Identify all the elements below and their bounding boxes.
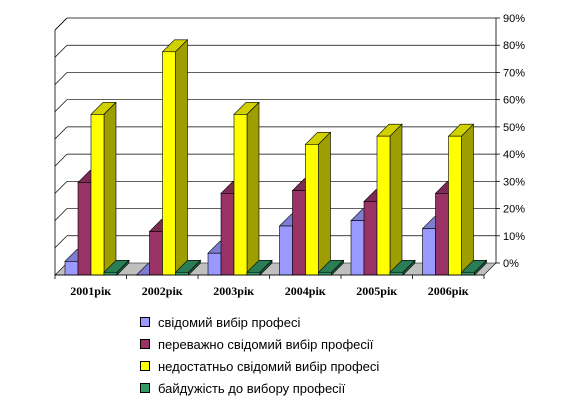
bar-front — [422, 228, 436, 276]
bar-front — [318, 271, 332, 276]
x-tick-label: 2006рік — [428, 284, 469, 298]
bar-3-2 — [246, 259, 273, 276]
bar-front — [233, 114, 248, 276]
bar-front — [292, 190, 306, 276]
x-tick-label: 2002рік — [142, 284, 183, 298]
bar-3-0 — [103, 259, 130, 276]
bar-front — [246, 271, 261, 276]
left-wall-top — [54, 17, 68, 31]
bar-front — [77, 182, 92, 276]
bar-front — [461, 271, 475, 276]
legend: свідомий вибір професі переважно свідоми… — [140, 311, 379, 399]
gridline-depth — [54, 181, 68, 194]
legend-label: свідомий вибір професі — [158, 314, 301, 330]
bar-2-1 — [161, 39, 189, 276]
legend-item: переважно свідомий вибір професії — [140, 333, 379, 355]
gridline-depth — [54, 44, 68, 58]
legend-item: байдужість до вибору професії — [140, 377, 379, 399]
gridlines — [54, 17, 496, 249]
bar-front — [207, 252, 222, 276]
bar-side — [389, 123, 403, 276]
y-tick-label: 80% — [503, 40, 525, 52]
legend-label: байдужість до вибору професії — [158, 380, 346, 396]
bar-side — [175, 39, 188, 276]
y-tick-label: 60% — [503, 95, 525, 107]
y-tick-label: 70% — [503, 67, 525, 79]
axes — [54, 17, 500, 279]
x-tick-label: 2001рік — [70, 284, 111, 298]
bar-2-3 — [304, 131, 332, 276]
bar-front — [220, 193, 235, 276]
bar-front — [389, 271, 404, 276]
bar-2-4 — [376, 123, 403, 276]
bar-front — [350, 220, 365, 276]
gridline-depth — [54, 126, 68, 140]
bar-side — [318, 131, 331, 276]
x-tick-label: 2005рік — [356, 284, 397, 298]
y-tick-label: 30% — [503, 176, 525, 188]
bar-front — [162, 51, 176, 276]
bar-3-5 — [460, 259, 488, 276]
legend-item: свідомий вибір професі — [140, 311, 379, 333]
y-tick-label: 10% — [503, 231, 525, 243]
bar-side — [246, 101, 260, 276]
bar-front — [279, 225, 293, 276]
bar-front — [376, 135, 391, 276]
bar-front — [175, 271, 189, 276]
x-tick-label: 2003рік — [213, 284, 254, 298]
x-tick-labels: 2001рік 2002рік 2003рік 2004рік 2005рік 2006р… — [70, 284, 469, 298]
legend-swatch — [140, 361, 150, 371]
legend-swatch — [140, 317, 150, 327]
bar-front — [90, 114, 105, 276]
bar-front — [435, 193, 449, 276]
legend-swatch — [140, 339, 150, 349]
y-tick-label: 40% — [503, 149, 525, 161]
bar-front — [448, 135, 462, 276]
legend-item: недостатньо свідомий вибір професі — [140, 355, 379, 377]
y-tick-label: 20% — [503, 204, 525, 216]
y-tick-label: 50% — [503, 122, 525, 134]
bar-2-5 — [447, 123, 475, 276]
gridline-depth — [54, 99, 68, 112]
gridline-depth — [54, 208, 68, 221]
bar-3-4 — [389, 259, 416, 276]
bar-2-0 — [90, 101, 117, 276]
bar-2-2 — [233, 101, 260, 276]
bar-front — [64, 261, 79, 276]
gridline-depth — [54, 235, 68, 249]
back-wall — [67, 18, 496, 263]
x-tick-label: 2004рік — [285, 284, 326, 298]
bar-front — [103, 271, 118, 276]
y-tick-label: 0% — [503, 258, 519, 270]
bar-front — [363, 201, 378, 276]
bar-side — [103, 101, 117, 276]
bar-side — [461, 123, 474, 276]
legend-label: недостатньо свідомий вибір професі — [158, 358, 380, 374]
bar-3-1 — [174, 259, 202, 276]
y-tick-label: 90% — [503, 13, 525, 25]
legend-label: переважно свідомий вибір професії — [158, 336, 374, 352]
bar-front — [305, 144, 319, 276]
gridline-depth — [54, 153, 68, 167]
gridline-depth — [54, 72, 68, 85]
bar-front — [149, 231, 163, 276]
legend-swatch — [140, 383, 150, 393]
y-tick-labels: 0% 10% 20% 30% 40% 50% 60% 70% 80% 90% — [503, 13, 525, 270]
